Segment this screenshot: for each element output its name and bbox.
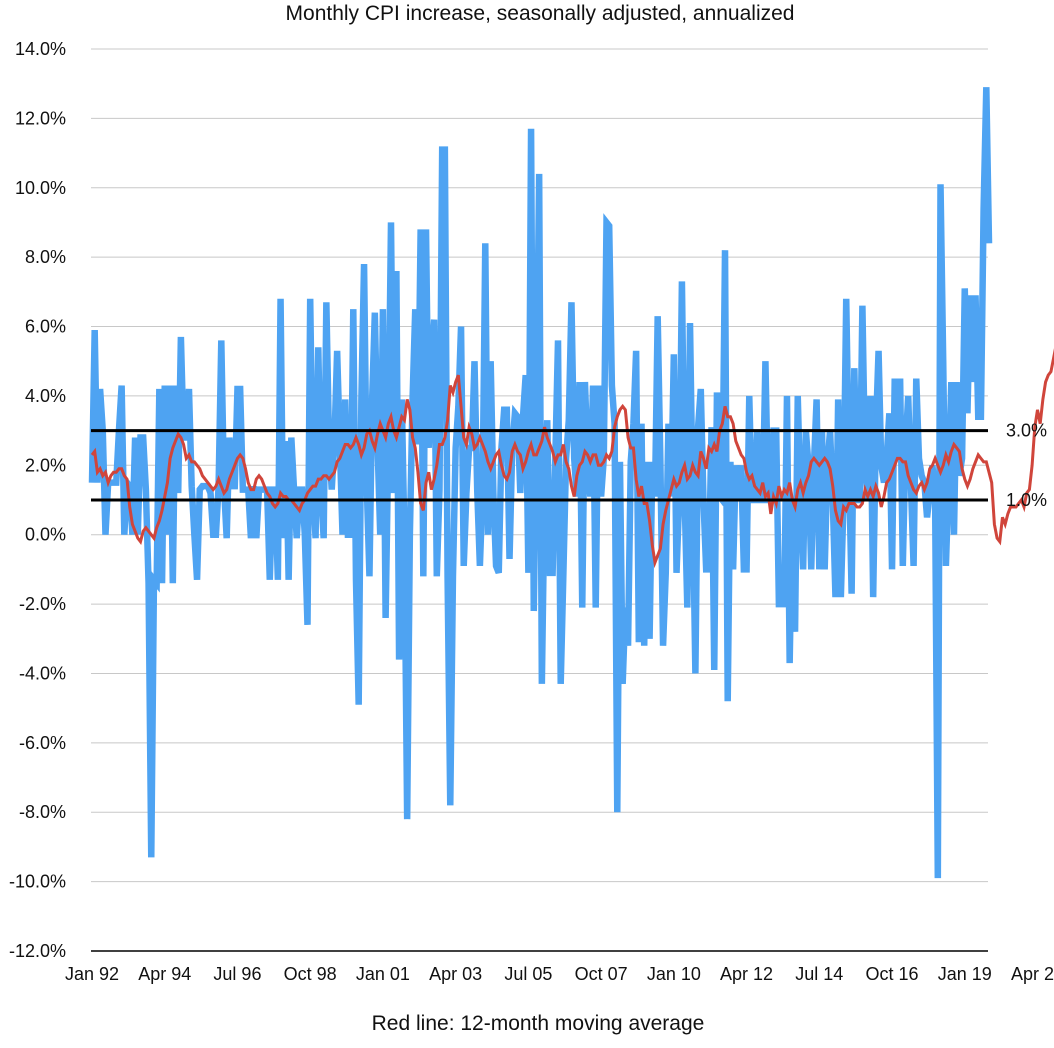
x-tick-label: Jan 10 (647, 964, 701, 984)
x-tick-label: Apr 12 (720, 964, 773, 984)
reference-lines: 3.0% 1.0% (91, 421, 1047, 510)
chart-title: Monthly CPI increase, seasonally adjuste… (285, 2, 795, 25)
x-tick-label: Jan 92 (65, 964, 119, 984)
series-line-monthly (88, 87, 993, 879)
y-tick-label: -2.0% (19, 594, 66, 614)
y-tick-label: -8.0% (19, 802, 66, 822)
y-tick-label: -4.0% (19, 663, 66, 683)
y-tick-label: 12.0% (15, 108, 66, 128)
reference-line-label: 1.0% (1006, 490, 1047, 510)
series (88, 87, 1054, 879)
x-tick-label: Apr 03 (429, 964, 482, 984)
y-tick-label: 2.0% (25, 455, 66, 475)
y-tick-label: 8.0% (25, 247, 66, 267)
x-tick-label: Oct 16 (866, 964, 919, 984)
x-axis-ticks: Jan 92 Apr 94 Jul 96 Oct 98 Jan 01 Apr 03 Jul … (65, 964, 1054, 984)
chart-caption: Red line: 12-month moving average (371, 1012, 705, 1035)
y-tick-label: -10.0% (9, 872, 66, 892)
y-tick-label: -12.0% (9, 941, 66, 961)
y-tick-label: 10.0% (15, 178, 66, 198)
y-tick-label: 14.0% (15, 39, 66, 59)
y-tick-label: -6.0% (19, 733, 66, 753)
y-tick-label: 6.0% (25, 317, 66, 337)
x-tick-label: Jul 05 (504, 964, 552, 984)
x-tick-label: Jul 14 (795, 964, 843, 984)
x-tick-label: Jan 01 (356, 964, 410, 984)
x-tick-label: Jul 96 (213, 964, 261, 984)
x-tick-label: Oct 98 (284, 964, 337, 984)
series-line-moving-average (90, 348, 1054, 569)
x-tick-label: Apr 21 (1011, 964, 1054, 984)
x-tick-label: Apr 94 (138, 964, 191, 984)
x-tick-label: Oct 07 (575, 964, 628, 984)
y-axis-ticks: 14.0% 12.0% 10.0% 8.0% 6.0% 4.0% 2.0% 0.0% -2.0%… (9, 39, 66, 961)
y-tick-label: 4.0% (25, 386, 66, 406)
reference-line-label: 3.0% (1006, 421, 1047, 441)
y-tick-label: 0.0% (25, 525, 66, 545)
x-tick-label: Jan 19 (938, 964, 992, 984)
